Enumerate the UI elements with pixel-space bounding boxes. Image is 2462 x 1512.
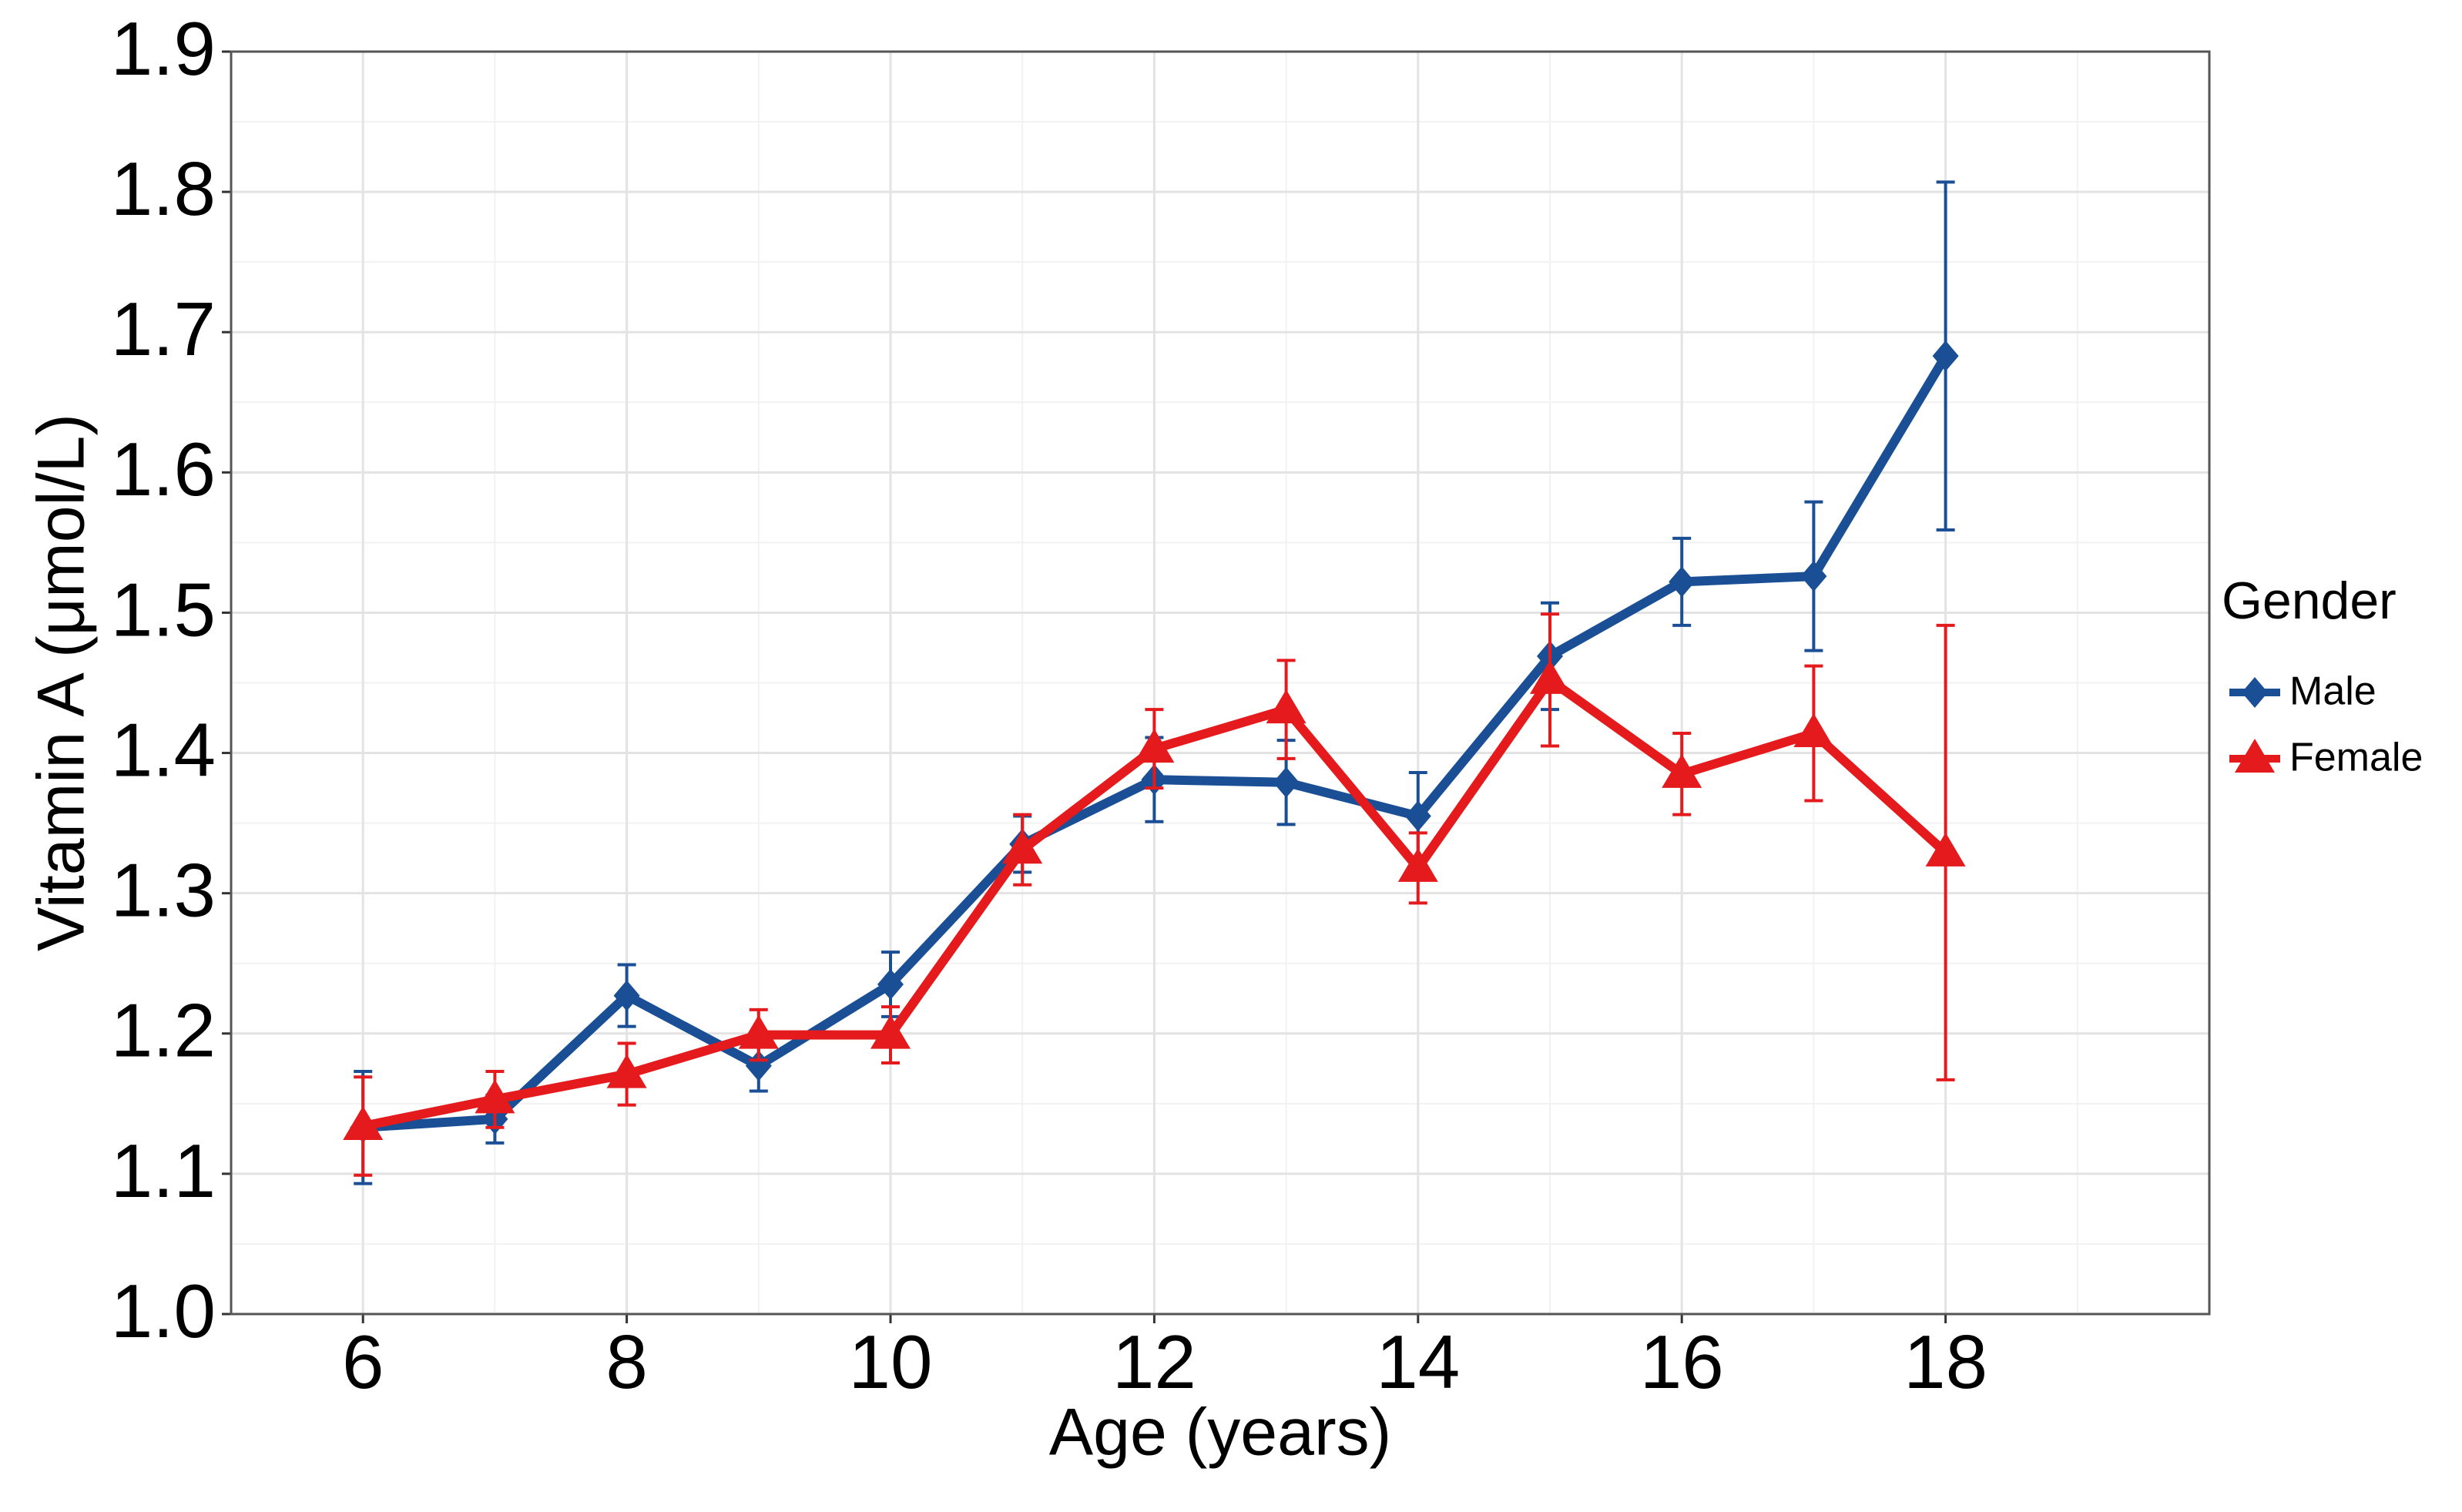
marker xyxy=(1266,689,1306,724)
marker xyxy=(1669,566,1696,598)
marker xyxy=(1404,800,1431,832)
marker xyxy=(870,1014,911,1049)
x-tick-label: 12 xyxy=(1112,1319,1196,1404)
marker xyxy=(475,1079,515,1114)
y-tick-label: 1.0 xyxy=(111,1269,216,1353)
marker xyxy=(877,969,904,1001)
x-tick-label: 16 xyxy=(1640,1319,1724,1404)
marker xyxy=(1800,561,1827,592)
marker xyxy=(343,1105,384,1140)
marker xyxy=(1397,847,1438,882)
plot-border xyxy=(230,50,2211,1316)
y-tick-label: 1.1 xyxy=(111,1128,216,1213)
marker xyxy=(1134,729,1175,763)
legend-title: Gender xyxy=(2222,572,2397,630)
y-tick-label: 1.8 xyxy=(111,146,216,231)
y-tick-label: 1.7 xyxy=(111,287,216,371)
marker xyxy=(2242,677,2268,708)
legend-label: Male xyxy=(2289,669,2376,714)
x-axis-title: Age (years) xyxy=(1049,1396,1392,1470)
x-tick-label: 10 xyxy=(848,1319,932,1404)
marker xyxy=(1932,340,1959,372)
marker xyxy=(1793,713,1834,748)
marker xyxy=(1273,766,1300,798)
y-tick-label: 1.2 xyxy=(111,988,216,1073)
legend-label: Female xyxy=(2289,736,2423,780)
y-axis-title: Vitamin A (μmol/L) xyxy=(25,414,99,951)
marker xyxy=(2235,739,2275,773)
x-tick-label: 14 xyxy=(1376,1319,1460,1404)
marker xyxy=(1662,753,1702,788)
marker xyxy=(1002,830,1043,864)
y-tick-label: 1.4 xyxy=(111,707,216,792)
x-tick-label: 8 xyxy=(605,1319,648,1404)
y-tick-label: 1.5 xyxy=(111,567,216,652)
marker xyxy=(745,1050,772,1081)
marker xyxy=(613,980,640,1011)
marker xyxy=(738,1014,779,1049)
y-tick-label: 1.9 xyxy=(111,6,216,91)
x-tick-label: 18 xyxy=(1904,1319,1987,1404)
y-tick-label: 1.6 xyxy=(111,427,216,511)
marker xyxy=(1925,832,1966,867)
marker xyxy=(606,1054,647,1088)
y-tick-label: 1.3 xyxy=(111,848,216,933)
marker xyxy=(1530,659,1570,694)
x-tick-label: 6 xyxy=(342,1319,384,1404)
